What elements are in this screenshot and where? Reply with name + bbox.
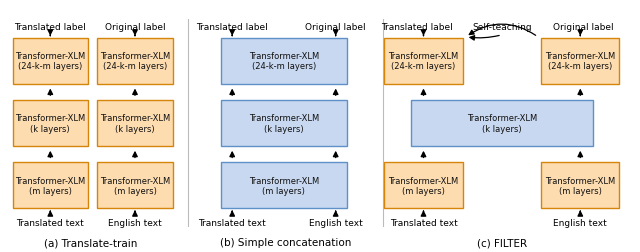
FancyBboxPatch shape	[97, 163, 173, 208]
Text: Transformer-XLM
(m layers): Transformer-XLM (m layers)	[249, 176, 319, 195]
Text: Translated label: Translated label	[381, 23, 453, 32]
Text: Self-teaching: Self-teaching	[472, 23, 532, 32]
Text: English text: English text	[554, 218, 607, 228]
Text: Translated label: Translated label	[196, 23, 268, 32]
Text: Original label: Original label	[553, 23, 614, 32]
Text: (b) Simple concatenation: (b) Simple concatenation	[220, 237, 351, 247]
Text: Transformer-XLM
(k layers): Transformer-XLM (k layers)	[100, 114, 170, 133]
Text: Translated text: Translated text	[198, 218, 266, 228]
Text: Original label: Original label	[105, 23, 165, 32]
Text: Translated text: Translated text	[390, 218, 458, 228]
Text: Transformer-XLM
(24-k-m layers): Transformer-XLM (24-k-m layers)	[100, 52, 170, 71]
Text: English text: English text	[108, 218, 162, 228]
FancyBboxPatch shape	[384, 163, 463, 208]
FancyBboxPatch shape	[221, 39, 347, 84]
FancyBboxPatch shape	[97, 101, 173, 146]
Text: Transformer-XLM
(24-k-m layers): Transformer-XLM (24-k-m layers)	[545, 52, 616, 71]
Text: Transformer-XLM
(k layers): Transformer-XLM (k layers)	[15, 114, 85, 133]
Text: Original label: Original label	[305, 23, 366, 32]
FancyBboxPatch shape	[221, 101, 347, 146]
Text: (c) FILTER: (c) FILTER	[477, 237, 527, 247]
FancyBboxPatch shape	[13, 163, 88, 208]
Text: Translated label: Translated label	[15, 23, 86, 32]
FancyBboxPatch shape	[384, 39, 463, 84]
Text: Transformer-XLM
(24-k-m layers): Transformer-XLM (24-k-m layers)	[388, 52, 459, 71]
FancyBboxPatch shape	[541, 163, 620, 208]
FancyBboxPatch shape	[13, 39, 88, 84]
Text: Translated text: Translated text	[17, 218, 84, 228]
Text: Transformer-XLM
(m layers): Transformer-XLM (m layers)	[388, 176, 459, 195]
Text: (a) Translate-train: (a) Translate-train	[44, 237, 138, 247]
Text: Transformer-XLM
(24-k-m layers): Transformer-XLM (24-k-m layers)	[15, 52, 85, 71]
FancyBboxPatch shape	[13, 101, 88, 146]
Text: Transformer-XLM
(m layers): Transformer-XLM (m layers)	[545, 176, 616, 195]
Text: Transformer-XLM
(k layers): Transformer-XLM (k layers)	[249, 114, 319, 133]
FancyBboxPatch shape	[97, 39, 173, 84]
Text: Transformer-XLM
(k layers): Transformer-XLM (k layers)	[467, 114, 537, 133]
Text: English text: English text	[309, 218, 362, 228]
Text: Transformer-XLM
(m layers): Transformer-XLM (m layers)	[15, 176, 85, 195]
Text: Transformer-XLM
(m layers): Transformer-XLM (m layers)	[100, 176, 170, 195]
Text: Transformer-XLM
(24-k-m layers): Transformer-XLM (24-k-m layers)	[249, 52, 319, 71]
FancyBboxPatch shape	[221, 163, 347, 208]
FancyBboxPatch shape	[411, 101, 593, 146]
FancyBboxPatch shape	[541, 39, 620, 84]
